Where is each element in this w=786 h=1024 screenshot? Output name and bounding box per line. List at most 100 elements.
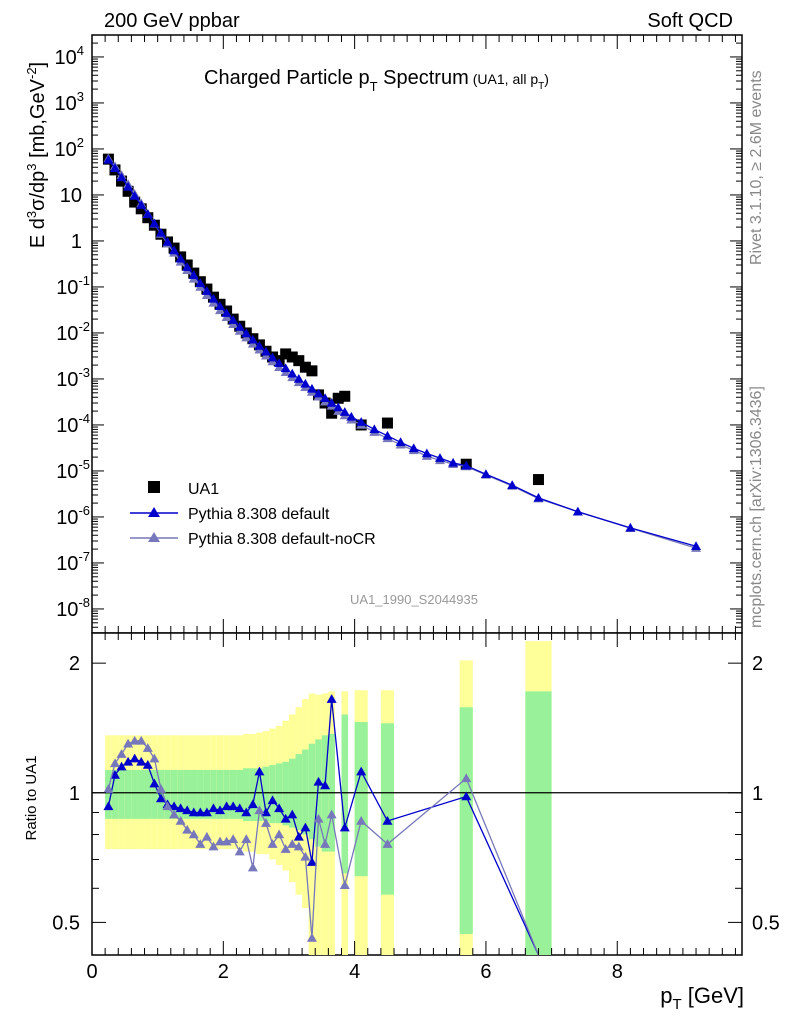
ratio-point (320, 780, 331, 790)
mc-point (448, 457, 459, 467)
band-green (302, 749, 309, 835)
y-tick-label: 10-6 (56, 503, 90, 529)
main-panel-frame (91, 34, 743, 634)
mc-point (395, 437, 406, 447)
ratio-point (287, 809, 298, 819)
ratio-point (267, 839, 278, 848)
mc-point (421, 448, 432, 458)
mc-point (142, 209, 153, 219)
legend-marker-default (148, 507, 160, 517)
mc-point (461, 460, 472, 470)
ratio-point (169, 809, 180, 819)
ratio-point (247, 799, 258, 809)
ratio-point (182, 805, 193, 815)
ratio-point (234, 803, 245, 813)
y-tick-label: 10-4 (56, 411, 90, 437)
data-point (339, 390, 351, 402)
ratio-point (116, 749, 127, 758)
band-green (525, 691, 552, 955)
band-green (223, 769, 230, 819)
mc-point (356, 417, 367, 426)
ratio-point (109, 769, 120, 779)
ratio-point (247, 862, 258, 872)
ratio-y-tick-label-right: 2 (752, 653, 763, 675)
ratio-point (103, 801, 114, 811)
ratio-point (142, 743, 153, 752)
ratio-point (300, 822, 311, 832)
y-tick-label: 10-5 (56, 457, 90, 483)
legend-label-data: UA1 (188, 481, 219, 498)
band-green (197, 769, 204, 819)
band-green (269, 765, 276, 824)
y-tick-label: 1 (71, 231, 82, 253)
ratio-point (313, 813, 324, 823)
mc-point (215, 301, 226, 311)
x-tick-label: 4 (349, 961, 360, 983)
ratio-point (188, 807, 199, 817)
ratio-point (136, 735, 147, 745)
ratio-point (116, 761, 127, 771)
mc-point (326, 398, 337, 407)
mc-point (533, 492, 544, 502)
legend-marker-nocr (148, 532, 160, 542)
mc-point (155, 227, 166, 237)
mc-point (129, 190, 140, 200)
mc-point (287, 368, 298, 378)
ratio-point (228, 801, 239, 811)
y-tick-label: 10-2 (56, 319, 90, 345)
plot-title: Charged Particle pT Spectrum (UA1, all pT… (204, 67, 549, 94)
ratio-point (136, 756, 147, 766)
data-point (280, 348, 292, 360)
mc-point (480, 469, 491, 478)
mc-point (162, 236, 173, 246)
ratio-point (208, 841, 219, 851)
ratio-point (169, 801, 180, 811)
ratio-point (293, 831, 304, 841)
x-tick-label: 8 (612, 961, 623, 983)
ratio-point (201, 807, 212, 817)
mc-point (149, 218, 160, 228)
band-green (243, 768, 250, 821)
band-green (262, 766, 270, 821)
band-green (137, 769, 145, 819)
ratio-y-tick-label: 0.5 (52, 912, 80, 934)
band-green (249, 768, 257, 821)
ratio-point (208, 803, 219, 813)
ratio-y-tick-label: 1 (69, 783, 80, 805)
mc-point (136, 200, 147, 209)
band-green (190, 769, 198, 819)
mc-point (228, 315, 239, 324)
legend: UA1 Pythia 8.308 default Pythia 8.308 de… (130, 481, 376, 548)
band-green (151, 769, 158, 819)
ratio-point (182, 824, 193, 834)
mc-point (507, 480, 518, 489)
band-green (170, 769, 178, 819)
legend-label-default: Pythia 8.308 default (188, 506, 330, 523)
band-green (216, 769, 224, 819)
data-point (129, 196, 141, 208)
ratio-y-tick-label: 2 (69, 653, 80, 675)
ratio-point (293, 841, 304, 851)
mc-point (625, 522, 636, 532)
mc-point (123, 181, 134, 191)
mc-point (339, 407, 350, 416)
ratio-point (356, 815, 367, 825)
ratio-point (129, 753, 140, 763)
ratio-point (215, 836, 226, 846)
y-tick-label: 10 (60, 185, 82, 207)
ratio-point (274, 803, 285, 813)
data-point (286, 351, 298, 363)
mc-point (234, 321, 245, 331)
y-tick-label: 10-7 (56, 549, 90, 575)
mc-point (691, 541, 702, 551)
ratio-point (300, 851, 311, 861)
mc-point (572, 506, 583, 516)
ratio-point (382, 839, 393, 848)
mc-point (169, 245, 180, 255)
ratio-point (215, 805, 226, 815)
data-point (293, 355, 305, 367)
header-right: Soft QCD (647, 10, 733, 32)
mc-point (300, 378, 311, 388)
mc-point (116, 172, 127, 182)
